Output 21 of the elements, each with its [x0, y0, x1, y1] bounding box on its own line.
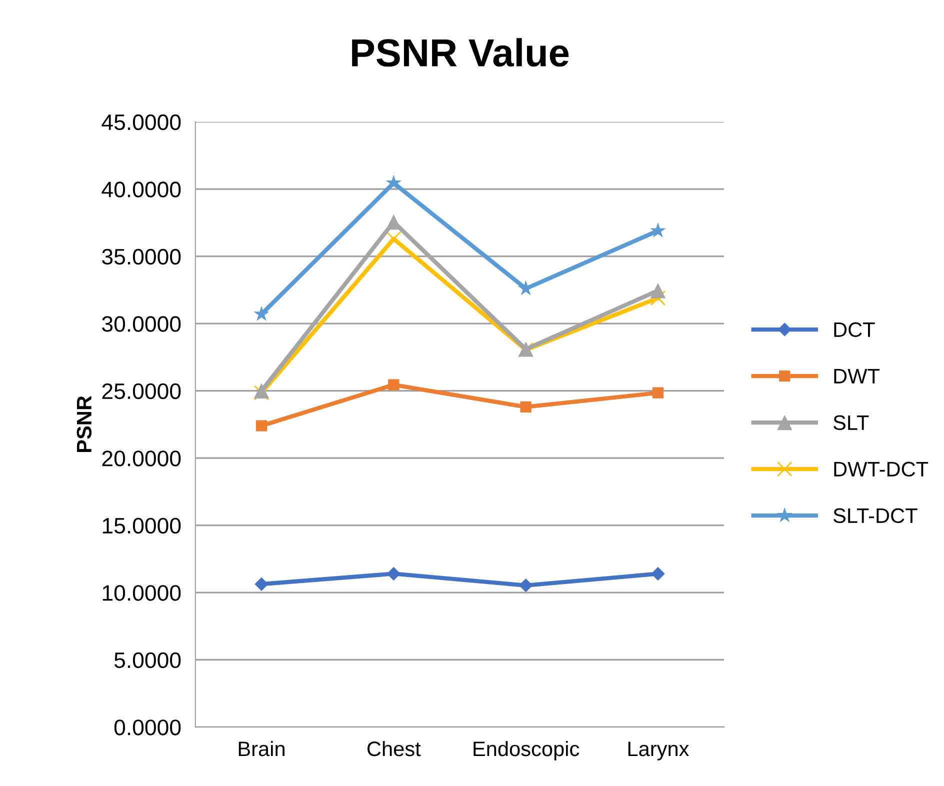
- x-tick-label: Larynx: [628, 742, 690, 760]
- legend-label: DCT: [834, 322, 875, 338]
- x-tick-label: Chest: [367, 740, 421, 756]
- legend-label: DWT-DCT: [834, 462, 928, 477]
- y-tick-label: 25.0000: [102, 383, 181, 400]
- y-tick-label: 45.0000: [102, 114, 181, 130]
- y-tick-label: 40.0000: [102, 182, 181, 198]
- y-tick-label: 20.0000: [102, 450, 181, 466]
- x-tick-label: Endoscopic: [474, 740, 580, 760]
- y-tick-label: 15.0000: [102, 518, 181, 534]
- y-axis-title: PSNR: [76, 396, 92, 452]
- legend-label: SLT-DCT: [833, 508, 918, 524]
- y-tick-label: 35.0000: [102, 248, 181, 265]
- y-tick-label: 30.0000: [102, 316, 181, 332]
- legend-label: SLT: [833, 415, 869, 430]
- y-tick-label: 5.0000: [114, 652, 181, 668]
- y-tick-label: 0.0000: [114, 720, 181, 736]
- chart-title: PSNR Value: [352, 38, 569, 67]
- x-tick-label: Brain: [238, 740, 284, 756]
- y-tick-label: 10.0000: [102, 585, 181, 601]
- legend-label: DWT: [834, 368, 880, 384]
